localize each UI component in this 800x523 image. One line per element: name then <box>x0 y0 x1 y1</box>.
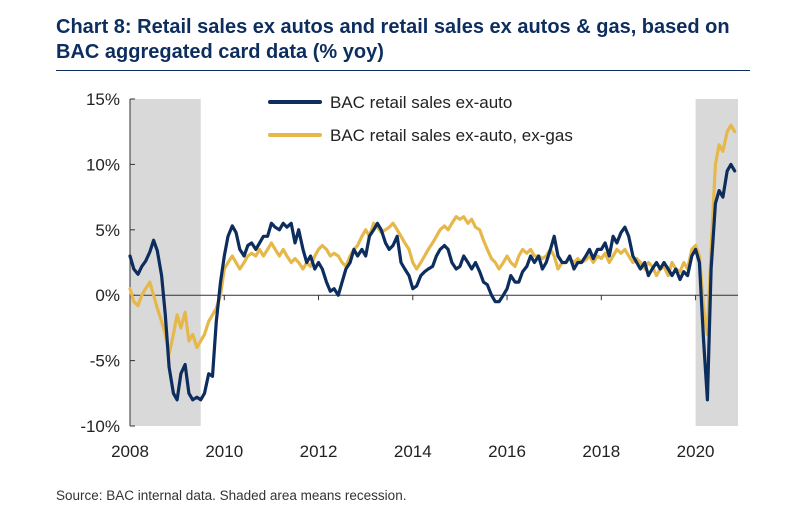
series-line-2 <box>128 123 737 356</box>
series-layer <box>128 123 737 402</box>
y-tick-label: 5% <box>95 221 120 240</box>
recession-shading-layer <box>130 99 738 426</box>
title-divider <box>56 70 750 71</box>
y-tick-label: 15% <box>86 90 120 109</box>
y-tick-label: 10% <box>86 155 120 174</box>
axes: -10% -5% 0% 5% 10% 15% 2008 2010 2012 2014 2016 201… <box>80 90 738 461</box>
y-tick-label: 0% <box>95 286 120 305</box>
y-tick-label: -5% <box>90 352 120 371</box>
x-tick-label: 2020 <box>677 442 715 461</box>
chart-title: Chart 8: Retail sales ex autos and retai… <box>56 16 730 63</box>
line-chart: -10% -5% 0% 5% 10% 15% 2008 2010 2012 2014 2016 201… <box>80 90 738 461</box>
legend-label-series-2: BAC retail sales ex-auto, ex-gas <box>330 126 573 145</box>
y-tick-label: -10% <box>80 417 120 436</box>
x-tick-label: 2014 <box>394 442 432 461</box>
x-tick-label: 2010 <box>205 442 243 461</box>
source-note: Source: BAC internal data. Shaded area m… <box>56 488 407 503</box>
legend-label-series-1: BAC retail sales ex-auto <box>330 93 512 112</box>
x-tick-label: 2012 <box>300 442 338 461</box>
legend: BAC retail sales ex-auto BAC retail sale… <box>268 93 573 145</box>
x-tick-label: 2008 <box>111 442 149 461</box>
x-tick-label: 2016 <box>488 442 526 461</box>
x-tick-label: 2018 <box>582 442 620 461</box>
recession-band-1 <box>130 99 201 426</box>
series-line-1 <box>128 162 737 402</box>
recession-band-2 <box>695 99 738 426</box>
